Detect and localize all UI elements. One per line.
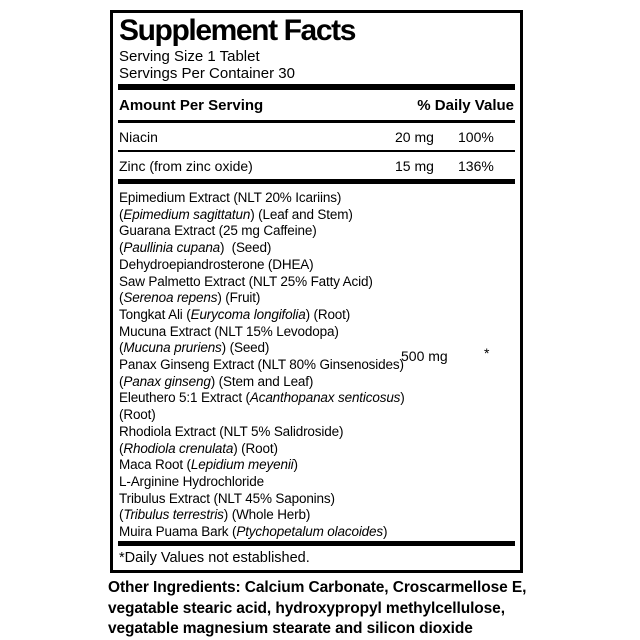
other-ingredients-text: Other Ingredients: Calcium Carbonate, Cr… [108, 579, 527, 637]
blend-daily-value-asterisk: * [484, 345, 490, 361]
blend-ingredient-line: Mucuna Extract (NLT 15% Levodopa) [119, 324, 515, 341]
thick-divider-footnote [118, 541, 515, 546]
ingredient-text: (Root) [119, 407, 156, 423]
blend-ingredient-line: (Paullinia cupana) (Seed) [119, 240, 515, 257]
ingredient-text: Tongkat Ali ( [119, 306, 191, 322]
blend-ingredient-line: Rhodiola Extract (NLT 5% Salidroside) [119, 424, 515, 441]
daily-value-header: % Daily Value [417, 97, 514, 114]
ingredient-text: Dehydroepiandrosterone (DHEA) [119, 256, 314, 272]
blend-ingredient-list: Epimedium Extract (NLT 20% Icariins) (Epi… [119, 190, 515, 541]
ingredient-text: ( [119, 440, 124, 456]
blend-ingredient-line: Tongkat Ali (Eurycoma longifolia) (Root) [119, 307, 515, 324]
nutrient-rows: Niacin 20 mg 100% Zinc (from zinc oxide) 15 … [118, 123, 515, 179]
ingredient-text: ) (Leaf and Stem) [250, 206, 353, 222]
ingredient-text: Saw Palmetto Extract (NLT 25% Fatty Acid… [119, 273, 373, 289]
blend-ingredient-line: (Epimedium sagittatun) (Leaf and Stem) [119, 207, 515, 224]
supplement-facts-label: Supplement Facts Serving Size 1 Tablet S… [110, 10, 523, 573]
nutrient-row: Niacin 20 mg 100% [118, 123, 515, 152]
ingredient-text: Epimedium Extract (NLT 20% Icariins) [119, 190, 342, 205]
ingredient-text: ( [119, 290, 124, 306]
blend-amount: 500 mg [401, 348, 448, 364]
nutrient-row: Zinc (from zinc oxide) 15 mg 136% [118, 152, 515, 179]
ingredient-text: Mucuna Extract (NLT 15% Levodopa) [119, 323, 339, 339]
thick-divider-top [118, 84, 515, 90]
blend-ingredient-line: Muira Puama Bark (Ptychopetalum olacoide… [119, 524, 515, 541]
botanical-name: Eurycoma longifolia [190, 306, 306, 322]
thick-divider-blend [118, 179, 515, 184]
ingredient-text: ) (Whole Herb) [223, 507, 311, 523]
blend-ingredient-line: Panax Ginseng Extract (NLT 80% Ginsenosi… [119, 357, 515, 374]
nutrient-daily-value: 136% [458, 158, 494, 174]
ingredient-text: ( [119, 240, 124, 256]
ingredient-text: ( [119, 373, 124, 389]
botanical-name: Tribulus terrestris [123, 507, 224, 523]
ingredient-text: Eleuthero 5:1 Extract ( [119, 390, 250, 406]
blend-ingredient-line: (Tribulus terrestris) (Whole Herb) [119, 507, 515, 524]
botanical-name: Panax ginseng [123, 373, 211, 389]
serving-size: Serving Size 1 Tablet [119, 48, 260, 65]
ingredient-text: Guarana Extract (25 mg Caffeine) [119, 223, 317, 239]
nutrient-amount: 15 mg [395, 158, 434, 174]
nutrient-amount: 20 mg [395, 129, 434, 145]
blend-ingredient-line: Saw Palmetto Extract (NLT 25% Fatty Acid… [119, 274, 515, 291]
ingredient-text: ) (Root) [305, 306, 351, 322]
ingredient-text: ) [293, 457, 299, 473]
ingredient-text: ( [119, 340, 124, 356]
botanical-name: Epimedium sagittatun [123, 206, 251, 222]
daily-value-footnote: *Daily Values not established. [119, 550, 310, 566]
column-header-row: Amount Per Serving % Daily Value [118, 90, 515, 120]
botanical-name: Mucuna pruriens [123, 340, 222, 356]
blend-ingredient-line: Epimedium Extract (NLT 20% Icariins) [119, 190, 515, 207]
ingredient-text: Muira Puama Bark ( [119, 524, 237, 540]
botanical-name: Paullinia cupana [123, 240, 221, 256]
blend-ingredient-line: Maca Root (Lepidium meyenii) [119, 457, 515, 474]
blend-ingredient-line: (Panax ginseng) (Stem and Leaf) [119, 374, 515, 391]
blend-ingredient-line: (Mucuna pruriens) (Seed) [119, 340, 515, 357]
nutrient-name: Niacin [119, 129, 158, 145]
blend-ingredient-line: (Root) [119, 407, 515, 424]
botanical-name: Serenoa repens [123, 290, 218, 306]
ingredient-text: ) (Stem and Leaf) [210, 373, 314, 389]
nutrient-name: Zinc (from zinc oxide) [119, 158, 253, 174]
blend-ingredient-line: Eleuthero 5:1 Extract (Acanthopanax sent… [119, 390, 515, 407]
ingredient-text: ( [119, 206, 124, 222]
ingredient-text: ) [382, 524, 388, 540]
ingredient-text: ) (Seed) [221, 340, 270, 356]
ingredient-text: Tribulus Extract (NLT 45% Saponins) [119, 490, 335, 506]
ingredient-text: Maca Root ( [119, 457, 191, 473]
panel-title: Supplement Facts [119, 14, 356, 47]
proprietary-blend-block: Epimedium Extract (NLT 20% Icariins) (Epi… [118, 184, 515, 541]
blend-ingredient-line: Guarana Extract (25 mg Caffeine) [119, 223, 515, 240]
ingredient-text: ( [119, 507, 124, 523]
amount-per-serving-header: Amount Per Serving [119, 97, 264, 114]
blend-ingredient-line: Dehydroepiandrosterone (DHEA) [119, 257, 515, 274]
blend-ingredient-line: Tribulus Extract (NLT 45% Saponins) [119, 491, 515, 508]
servings-per-container: Servings Per Container 30 [119, 65, 295, 82]
botanical-name: Ptychopetalum olacoides [236, 524, 383, 540]
blend-ingredient-line: L-Arginine Hydrochloride [119, 474, 515, 491]
ingredient-text: Rhodiola Extract (NLT 5% Salidroside) [119, 423, 344, 439]
botanical-name: Lepidium meyenii [190, 457, 294, 473]
ingredient-text: ) (Seed) [220, 240, 272, 256]
ingredient-text: ) (Fruit) [217, 290, 261, 306]
botanical-name: Acanthopanax senticosus [249, 390, 401, 406]
nutrient-daily-value: 100% [458, 129, 494, 145]
ingredient-text: ) [400, 390, 405, 406]
header-divider [118, 120, 515, 123]
ingredient-text: L-Arginine Hydrochloride [119, 473, 264, 489]
botanical-name: Rhodiola crenulata [123, 440, 234, 456]
blend-ingredient-line: (Rhodiola crenulata) (Root) [119, 441, 515, 458]
ingredient-text: ) (Root) [233, 440, 278, 456]
ingredient-text: Panax Ginseng Extract (NLT 80% Ginsenosi… [119, 357, 404, 373]
blend-ingredient-line: (Serenoa repens) (Fruit) [119, 290, 515, 307]
